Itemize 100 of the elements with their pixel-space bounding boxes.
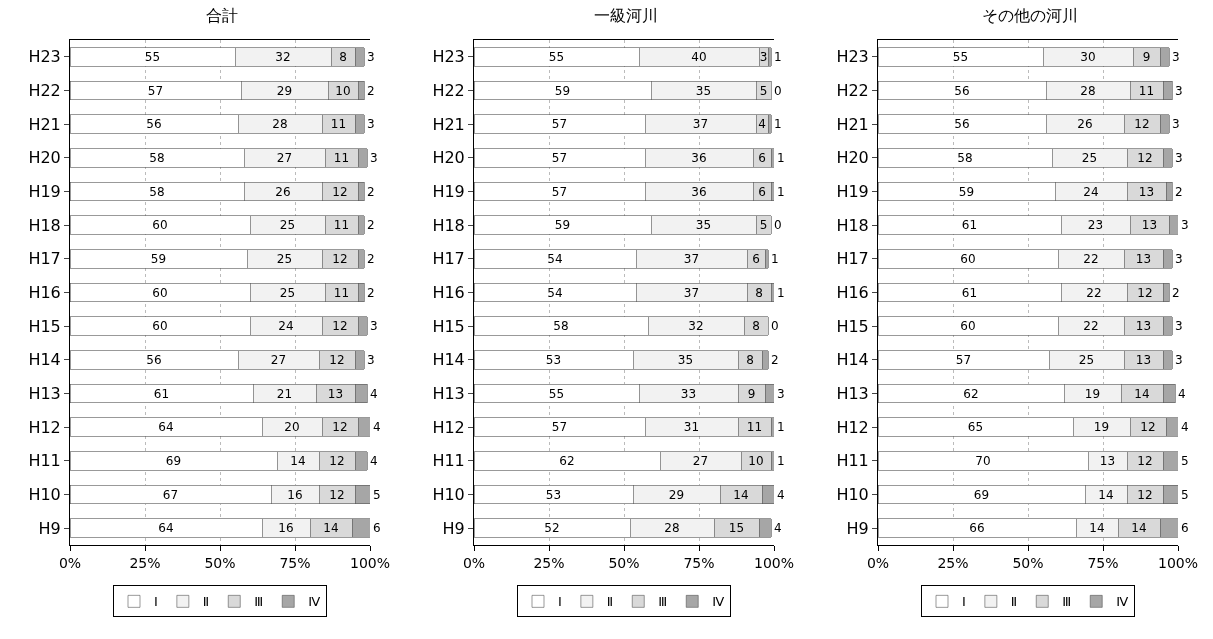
- data-label: 29: [668, 487, 685, 502]
- data-label: 19: [1093, 420, 1110, 435]
- y-tick-label: H19: [432, 182, 465, 202]
- y-tick-label: H22: [836, 81, 869, 101]
- data-label: 35: [677, 352, 694, 367]
- data-label: 3: [1181, 218, 1189, 233]
- y-tick-label: H16: [432, 283, 465, 303]
- data-label: 58: [957, 150, 973, 165]
- data-label: 6: [758, 184, 766, 199]
- data-label: 60: [960, 251, 976, 266]
- data-label: 13: [1135, 319, 1152, 334]
- y-tick-label: H22: [28, 81, 61, 101]
- data-label: 32: [688, 319, 704, 334]
- y-tick-label: H13: [432, 384, 465, 404]
- data-label: 57: [551, 150, 568, 165]
- y-tick-label: H11: [28, 451, 61, 471]
- x-tick-label: 25%: [533, 554, 565, 571]
- y-tick-label: H20: [28, 148, 61, 168]
- data-label: 16: [287, 487, 303, 502]
- data-label: 11: [330, 117, 347, 132]
- data-label: 14: [1134, 386, 1150, 401]
- data-label: 3: [1172, 49, 1180, 64]
- data-label: 3: [1175, 319, 1183, 334]
- y-tick-label: H19: [28, 182, 61, 202]
- data-label: 55: [144, 49, 161, 64]
- data-label: 13: [1135, 352, 1152, 367]
- data-label: 57: [551, 420, 568, 435]
- data-label: 2: [367, 251, 375, 266]
- data-label: 25: [1081, 150, 1098, 165]
- x-tick-label: 25%: [937, 554, 969, 571]
- data-label: 56: [954, 83, 970, 98]
- y-tick-label: H22: [432, 81, 465, 101]
- data-label: 4: [370, 386, 378, 401]
- data-label: 4: [758, 117, 766, 132]
- data-label: 1: [771, 251, 779, 266]
- data-label: 12: [329, 487, 345, 502]
- y-tick-label: H9: [846, 518, 869, 538]
- x-tick-label: 25%: [129, 554, 161, 571]
- data-label: 2: [1172, 285, 1180, 300]
- data-label: 53: [545, 352, 562, 367]
- data-label: 59: [958, 184, 975, 199]
- x-tick-label: 50%: [1012, 554, 1044, 571]
- x-tick-label: 0%: [462, 554, 486, 571]
- data-label: 6: [752, 251, 760, 266]
- data-label: 3: [1175, 251, 1183, 266]
- y-tick-label: H11: [432, 451, 465, 471]
- data-label: 60: [152, 218, 168, 233]
- y-tick-label: H12: [28, 417, 61, 437]
- data-label: 9: [747, 386, 756, 401]
- data-label: 3: [367, 49, 375, 64]
- data-label: 2: [367, 83, 375, 98]
- x-tick-label: 75%: [279, 554, 311, 571]
- y-tick-label: H11: [836, 451, 869, 471]
- data-label: 12: [1140, 420, 1156, 435]
- data-label: 8: [755, 285, 763, 300]
- data-label: 4: [1181, 420, 1189, 435]
- data-label: 16: [278, 521, 294, 536]
- legend-label: Ⅳ: [712, 594, 725, 610]
- data-label: 5: [1181, 487, 1189, 502]
- data-label: 57: [551, 184, 568, 199]
- data-label: 2: [367, 285, 375, 300]
- data-label: 56: [146, 117, 162, 132]
- data-label: 11: [333, 150, 350, 165]
- data-label: 4: [370, 453, 378, 468]
- data-label: 3: [370, 150, 378, 165]
- data-label: 12: [1137, 487, 1153, 502]
- data-label: 14: [1131, 521, 1147, 536]
- y-tick-label: H10: [432, 485, 465, 505]
- y-tick-label: H9: [442, 518, 465, 538]
- data-label: 27: [270, 352, 287, 367]
- data-label: 14: [733, 487, 749, 502]
- data-label: 58: [149, 184, 165, 199]
- data-label: 12: [332, 420, 348, 435]
- data-label: 5: [373, 487, 381, 502]
- data-label: 58: [149, 150, 165, 165]
- data-label: 3: [367, 352, 375, 367]
- legend-label: Ⅳ: [1116, 594, 1129, 610]
- x-tick-label: 50%: [204, 554, 236, 571]
- data-label: 66: [969, 521, 985, 536]
- legend-label: Ⅰ: [154, 594, 158, 610]
- data-label: 2: [367, 184, 375, 199]
- data-label: 0: [774, 83, 782, 98]
- data-label: 64: [158, 420, 174, 435]
- data-label: 55: [548, 386, 565, 401]
- data-label: 69: [165, 453, 182, 468]
- y-tick-label: H23: [432, 47, 465, 67]
- data-label: 19: [1084, 386, 1101, 401]
- data-label: 3: [1175, 83, 1183, 98]
- y-tick-label: H23: [28, 47, 61, 67]
- y-tick-label: H23: [836, 47, 869, 67]
- data-label: 52: [544, 521, 560, 536]
- y-tick-label: H20: [432, 148, 465, 168]
- legend-label: Ⅱ: [1010, 594, 1018, 610]
- data-label: 13: [1141, 218, 1158, 233]
- data-label: 5: [759, 83, 768, 98]
- data-label: 32: [275, 49, 291, 64]
- data-label: 22: [1086, 285, 1102, 300]
- y-tick-label: H15: [28, 316, 61, 336]
- data-label: 28: [1080, 83, 1096, 98]
- data-label: 2: [771, 352, 779, 367]
